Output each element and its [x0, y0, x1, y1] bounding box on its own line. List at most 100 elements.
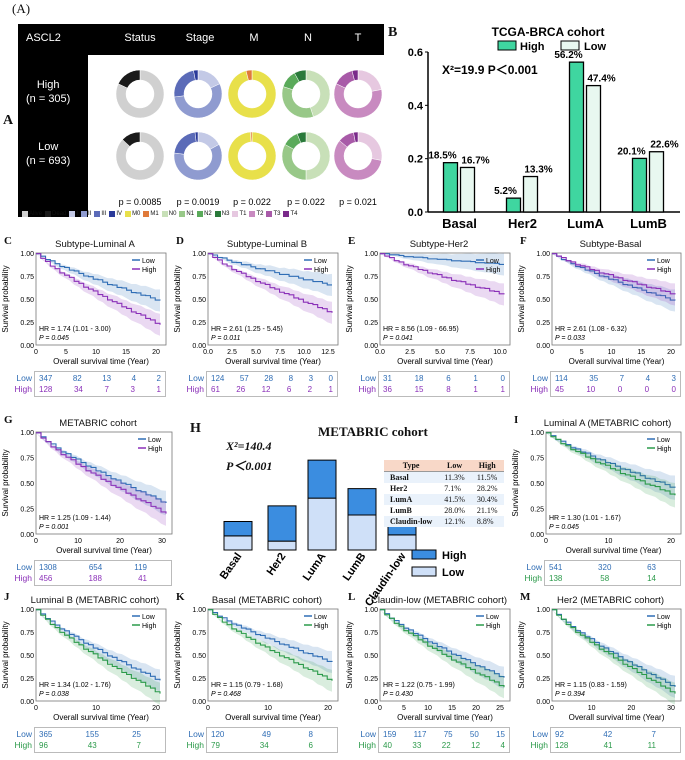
- p-text: P = 0.011: [211, 335, 240, 342]
- hr-text: HR = 8.56 (1.09 - 66.95): [383, 326, 459, 333]
- hr-text: HR = 2.61 (1.25 - 5.45): [211, 326, 283, 333]
- ytick: 0.2: [408, 154, 423, 166]
- x-label: Overall survival time (Year): [225, 713, 321, 722]
- bar-claudin-low-high: [387, 523, 417, 536]
- risk-value: 57: [239, 374, 249, 383]
- risk-value: 2: [156, 374, 161, 383]
- bar-label: 20.1%: [617, 146, 645, 157]
- ytick: 0.75: [364, 274, 378, 281]
- km-legend: Low High: [132, 258, 157, 274]
- risk-value: 12: [261, 385, 271, 394]
- legend-high: High: [657, 267, 672, 274]
- panel-letter: G: [4, 414, 13, 426]
- bar-basal-low: [223, 535, 253, 551]
- risk-table: 92 42 7 128 41 11: [550, 727, 681, 753]
- table-cell: 21.1%: [476, 506, 498, 515]
- p-text: P = 0.430: [383, 691, 413, 698]
- legend-m1: M1: [143, 211, 159, 217]
- risk-value: 0: [500, 374, 505, 383]
- x-label: Overall survival time (Year): [56, 546, 152, 555]
- panel-letter: F: [520, 235, 527, 247]
- legend-high: High: [520, 41, 545, 53]
- risk-value: 6: [446, 374, 451, 383]
- p-text: P = 0.038: [39, 691, 69, 698]
- donut-segment: [122, 131, 141, 147]
- bar-label: 13.3%: [524, 165, 552, 176]
- bar-label: 56.2%: [554, 50, 582, 61]
- ytick: 0.25: [364, 320, 378, 327]
- risk-table: 124 57 28 8 3 0 61 26 12 6 2 1: [206, 371, 338, 397]
- legend-t1: T1: [232, 211, 246, 217]
- risk-value: 7: [619, 374, 625, 383]
- ytick: 0.25: [20, 676, 34, 683]
- risk-value: 2: [307, 385, 313, 394]
- km-panel-f: F Subtype-Basal Survival probability 1.00 0.…: [516, 235, 685, 405]
- ytick: 0.00: [364, 699, 378, 706]
- panel-a-letter: A: [3, 113, 14, 128]
- xtick: 5: [580, 349, 584, 356]
- km-plot: Survival probability 1.00 0.75 0.50 0.25 0.00…: [173, 251, 339, 366]
- bar-lumb-low: [347, 514, 377, 551]
- risk-value: 42: [603, 730, 613, 739]
- survival-curve: [36, 609, 161, 694]
- risk-value: 159: [383, 730, 397, 739]
- ytick: 0.0: [408, 207, 423, 219]
- panel-b-stat: X²=19.9 P＜0.001: [442, 63, 538, 77]
- xtick: 0: [550, 705, 554, 712]
- risk-table: 31 18 6 1 0 36 15 8 1 1: [378, 371, 510, 397]
- xtick-basal: Basal: [442, 216, 477, 230]
- x-label: Overall survival time (Year): [566, 546, 662, 555]
- donut-1-1: [173, 131, 223, 181]
- ytick: 0.25: [192, 676, 206, 683]
- risk-value: 4: [500, 741, 505, 750]
- xtick: 10.0: [493, 349, 507, 356]
- km-title: Subtype-Luminal B: [226, 239, 308, 250]
- km-title: Her2 (METABRIC cohort): [557, 595, 664, 606]
- risk-value: 128: [555, 741, 569, 750]
- legend-low: Low: [442, 567, 464, 579]
- ytick: 0.75: [20, 274, 34, 281]
- hr-text: HR = 1.15 (0.79 - 1.68): [211, 682, 283, 689]
- xtick: 10: [424, 705, 432, 712]
- xtick: 2.5: [405, 349, 415, 356]
- xtick-claudin-low: Claudin-low: [363, 550, 409, 608]
- xtick-her2: Her2: [508, 216, 537, 230]
- survival-curve: [380, 609, 505, 688]
- risk-value: 33: [412, 741, 422, 750]
- risk-value: 119: [134, 563, 147, 572]
- legend-low: Low: [314, 258, 328, 265]
- xtick: 7.5: [275, 349, 285, 356]
- survival-curve: [546, 432, 676, 488]
- panel-b-letter: B: [388, 25, 398, 40]
- km-legend: Low High: [476, 614, 501, 630]
- xtick: 0: [34, 349, 38, 356]
- column-header-n: N: [304, 32, 312, 44]
- risk-value: 11: [647, 741, 656, 750]
- risk-value: 120: [211, 730, 225, 739]
- risk-value: 7: [136, 741, 141, 750]
- ytick: 0.75: [530, 456, 544, 463]
- risk-value: 3: [671, 374, 676, 383]
- panel-b-chart: TCGA-BRCA cohort High Low X²=19.9 P＜0.001 0.…: [408, 25, 680, 230]
- donut-segment: [296, 131, 307, 144]
- panel-h-stat: X²=140.4: [226, 439, 272, 453]
- panel-a: ASCL2 Status Stage M N T High (n = 305) Low (n…: [18, 24, 384, 217]
- km-title: Basal (METABRIC cohort): [211, 595, 323, 606]
- bar-basal-high: [442, 162, 459, 213]
- donut-1-0: [115, 131, 165, 181]
- y-label: Survival probability: [517, 265, 526, 332]
- risk-value: 1: [156, 385, 161, 394]
- pvalue-4: p = 0.021: [339, 197, 377, 207]
- panel-letter: M: [520, 591, 531, 603]
- ytick: 0.00: [536, 343, 550, 350]
- legend-high-swatch: [497, 40, 517, 51]
- km-title: Subtype-Luminal A: [55, 239, 135, 250]
- risk-value: 22: [441, 741, 451, 750]
- xtick: 10: [92, 705, 100, 712]
- km-panel-i: I Luminal A (METABRIC cohort) Survival pro…: [510, 414, 685, 594]
- donut-segment: [115, 69, 165, 119]
- xtick: 15: [637, 349, 645, 356]
- risk-value: 456: [39, 574, 53, 583]
- legend-low: Low: [657, 258, 671, 265]
- bar-label: 16.7%: [461, 155, 489, 166]
